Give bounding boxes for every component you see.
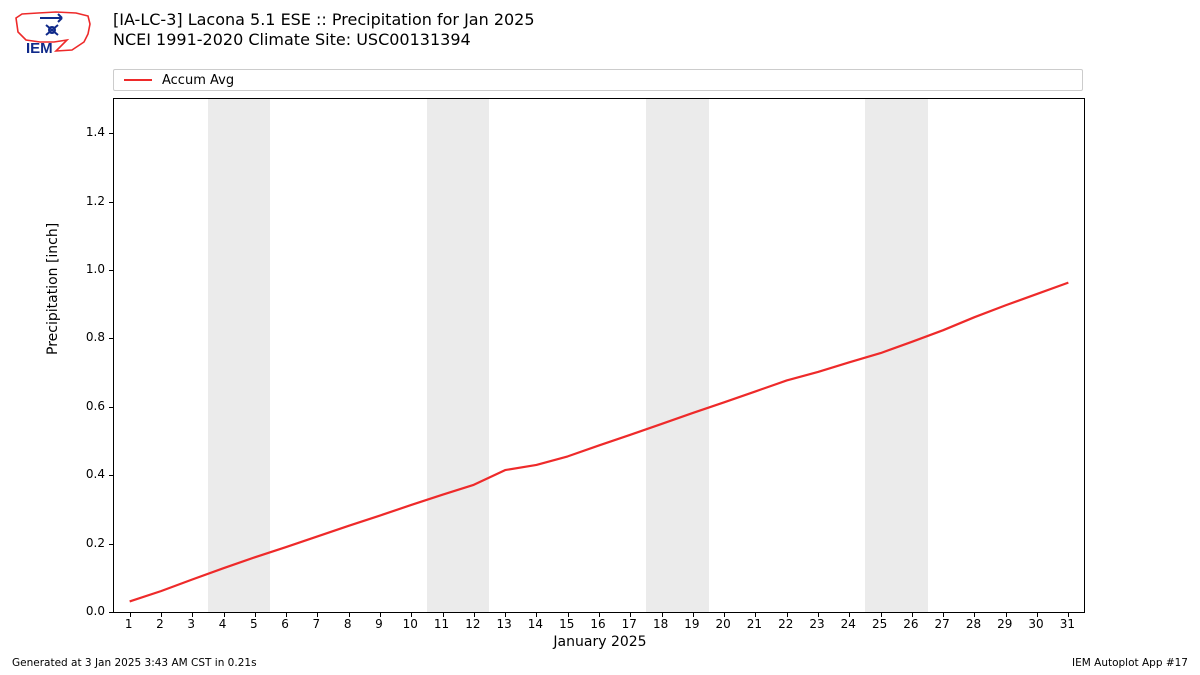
x-tick-label: 4 bbox=[219, 617, 227, 631]
y-tick bbox=[109, 475, 114, 476]
x-tick-label: 28 bbox=[966, 617, 981, 631]
x-tick-label: 8 bbox=[344, 617, 352, 631]
x-tick-label: 24 bbox=[841, 617, 856, 631]
x-tick-label: 23 bbox=[809, 617, 824, 631]
x-tick-label: 10 bbox=[403, 617, 418, 631]
x-tick-label: 6 bbox=[281, 617, 289, 631]
legend-label-accum-avg: Accum Avg bbox=[162, 73, 234, 88]
y-tick-label: 1.0 bbox=[73, 262, 105, 276]
x-tick-label: 26 bbox=[903, 617, 918, 631]
y-axis-label: Precipitation [inch] bbox=[45, 223, 61, 355]
x-tick-label: 17 bbox=[622, 617, 637, 631]
x-tick-label: 13 bbox=[496, 617, 511, 631]
y-tick-label: 0.8 bbox=[73, 330, 105, 344]
x-tick-label: 21 bbox=[747, 617, 762, 631]
svg-text:IEM: IEM bbox=[26, 40, 53, 57]
series-accum-avg bbox=[130, 283, 1069, 602]
y-tick bbox=[109, 338, 114, 339]
title-line-2: NCEI 1991-2020 Climate Site: USC00131394 bbox=[113, 30, 535, 50]
chart-plot-area bbox=[113, 98, 1085, 613]
x-tick-label: 5 bbox=[250, 617, 258, 631]
x-tick-label: 15 bbox=[559, 617, 574, 631]
x-tick-label: 25 bbox=[872, 617, 887, 631]
y-tick-label: 0.2 bbox=[73, 536, 105, 550]
x-tick-label: 3 bbox=[187, 617, 195, 631]
x-tick-label: 30 bbox=[1028, 617, 1043, 631]
y-tick bbox=[109, 544, 114, 545]
iem-logo: IEM bbox=[10, 8, 96, 58]
x-tick-label: 22 bbox=[778, 617, 793, 631]
footer-app: IEM Autoplot App #17 bbox=[1072, 657, 1188, 669]
x-tick-label: 12 bbox=[465, 617, 480, 631]
legend-swatch-accum-avg bbox=[124, 79, 152, 81]
y-tick bbox=[109, 133, 114, 134]
title-line-1: [IA-LC-3] Lacona 5.1 ESE :: Precipitatio… bbox=[113, 10, 535, 30]
y-tick-label: 1.4 bbox=[73, 125, 105, 139]
y-tick bbox=[109, 202, 114, 203]
y-tick bbox=[109, 612, 114, 613]
x-tick-label: 31 bbox=[1060, 617, 1075, 631]
chart-title: [IA-LC-3] Lacona 5.1 ESE :: Precipitatio… bbox=[113, 10, 535, 50]
x-tick-label: 27 bbox=[935, 617, 950, 631]
x-tick-label: 14 bbox=[528, 617, 543, 631]
x-tick-label: 18 bbox=[653, 617, 668, 631]
x-tick-label: 11 bbox=[434, 617, 449, 631]
x-axis-label: January 2025 bbox=[0, 634, 1200, 650]
x-tick-label: 1 bbox=[125, 617, 133, 631]
x-tick-label: 2 bbox=[156, 617, 164, 631]
y-tick-label: 1.2 bbox=[73, 194, 105, 208]
y-tick-label: 0.4 bbox=[73, 467, 105, 481]
y-tick bbox=[109, 407, 114, 408]
x-tick-label: 16 bbox=[590, 617, 605, 631]
footer-generated: Generated at 3 Jan 2025 3:43 AM CST in 0… bbox=[12, 657, 257, 669]
x-tick-label: 19 bbox=[684, 617, 699, 631]
y-tick-label: 0.6 bbox=[73, 399, 105, 413]
x-tick-label: 7 bbox=[313, 617, 321, 631]
legend: Accum Avg bbox=[113, 69, 1083, 91]
y-tick bbox=[109, 270, 114, 271]
line-series-svg bbox=[114, 99, 1084, 612]
x-tick-label: 9 bbox=[375, 617, 383, 631]
y-tick-label: 0.0 bbox=[73, 604, 105, 618]
x-tick-label: 20 bbox=[716, 617, 731, 631]
x-tick-label: 29 bbox=[997, 617, 1012, 631]
